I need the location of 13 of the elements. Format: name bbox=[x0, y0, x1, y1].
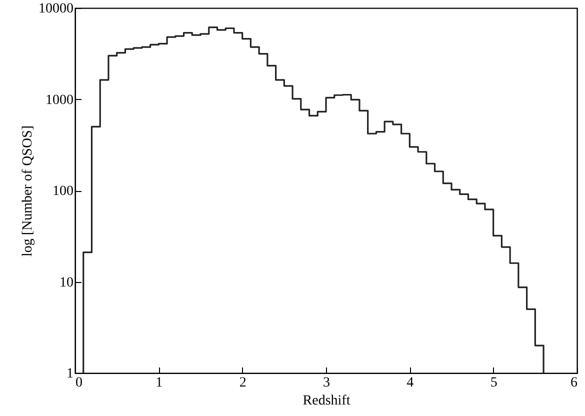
x-axis-title: Redshift bbox=[302, 394, 350, 408]
x-tick-label: 3 bbox=[323, 376, 330, 390]
y-tick-label: 10000 bbox=[38, 2, 74, 16]
y-tick-label: 10 bbox=[60, 275, 74, 290]
x-tick-label: 0 bbox=[76, 376, 82, 390]
x-tick-label: 1 bbox=[156, 376, 163, 390]
y-tick-label: 100 bbox=[52, 184, 74, 199]
y-tick-label: 1000 bbox=[46, 92, 74, 108]
x-tick-label: 5 bbox=[490, 376, 498, 390]
y-axis-title: log [Number of QSOS] bbox=[20, 125, 36, 257]
x-tick-label: 2 bbox=[239, 376, 246, 390]
x-tick-label: 6 bbox=[570, 376, 578, 390]
x-tick-label: 4 bbox=[406, 376, 414, 390]
